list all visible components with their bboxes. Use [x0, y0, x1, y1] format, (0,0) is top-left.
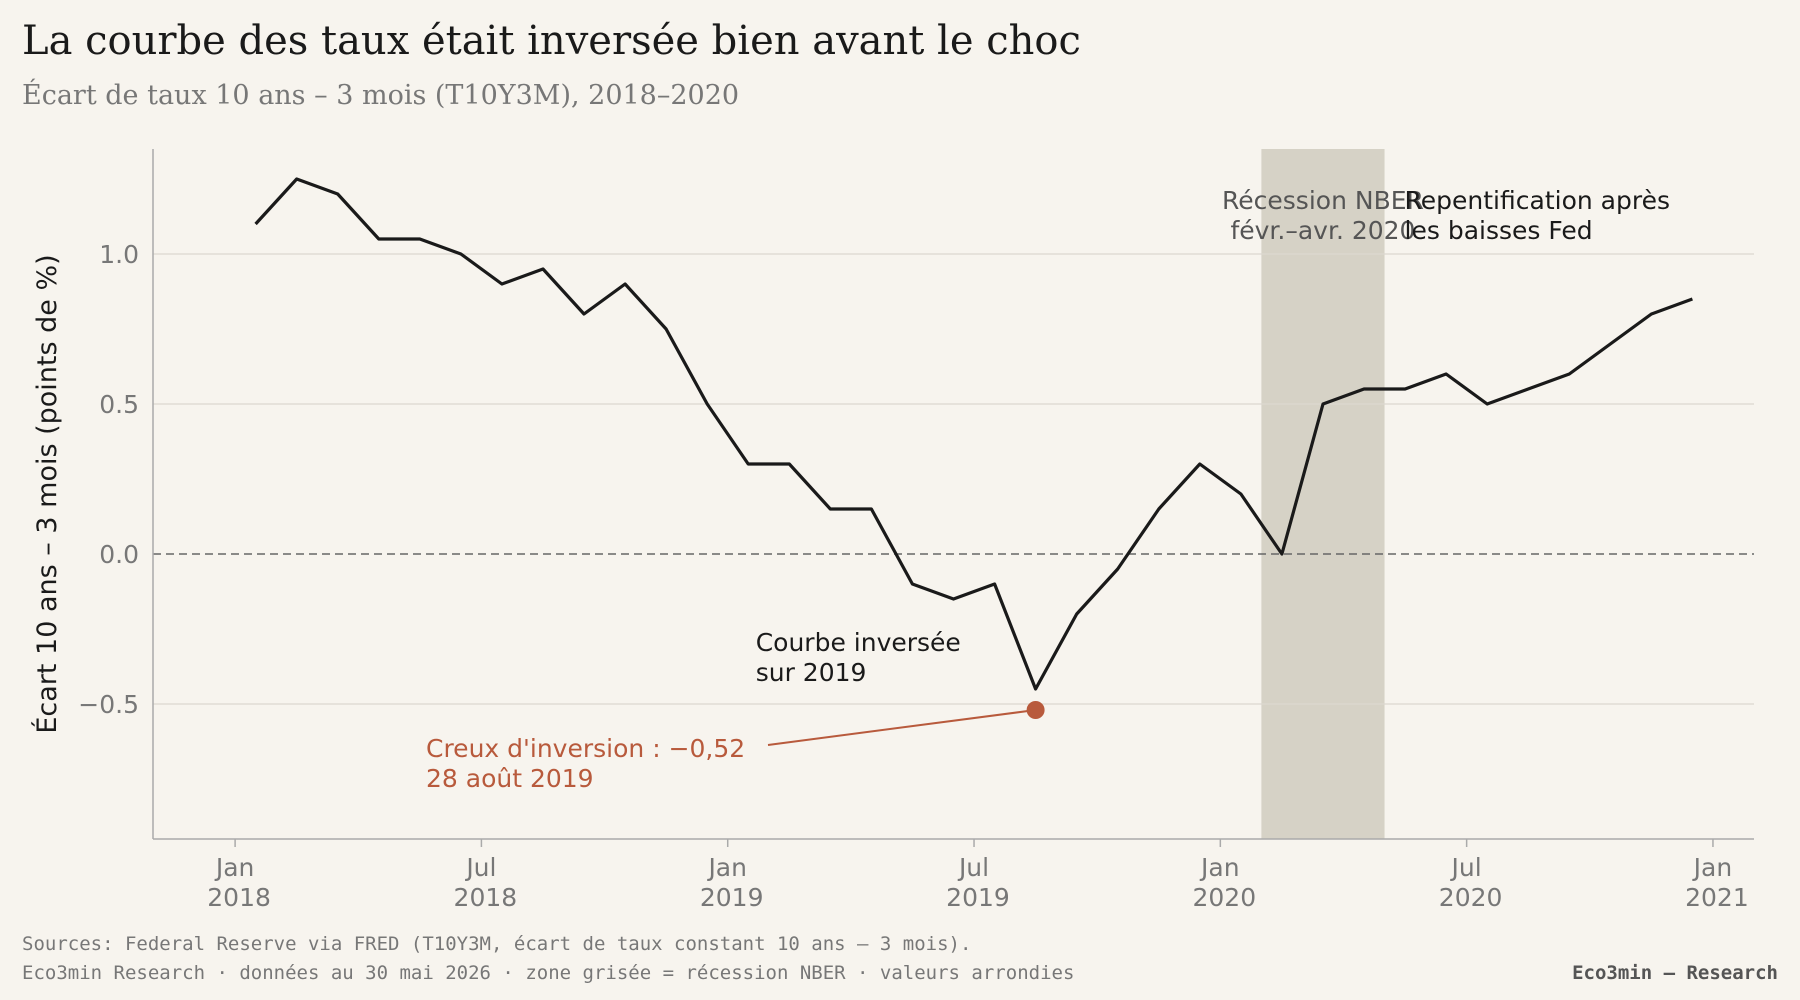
trough-point [1026, 701, 1045, 719]
series-line [254, 177, 1693, 691]
x-tick-label: Jan 2020 [1185, 853, 1257, 912]
y-tick-label: 1.0 [99, 240, 139, 269]
chart-subtitle: Écart de taux 10 ans – 3 mois (T10Y3M), … [22, 78, 739, 111]
recession-band [1261, 149, 1385, 839]
x-tick-label: Jan 2018 [199, 853, 271, 912]
annotation: sur 2019 [756, 658, 867, 687]
trough-label: Creux d'inversion : −0,52 [426, 734, 745, 763]
x-tick-label: Jul 2018 [446, 853, 518, 912]
y-axis-label: Écart 10 ans – 3 mois (points de %) [31, 254, 63, 733]
trough-leader [767, 709, 1036, 746]
annotation: Repentification après [1405, 186, 1670, 215]
brand: Eco3min — Research [1572, 962, 1778, 984]
footer-note: Eco3min Research · données au 30 mai 202… [22, 962, 1074, 984]
x-tick-label: Jan 2019 [692, 853, 764, 912]
footer-source: Sources: Federal Reserve via FRED (T10Y3… [22, 933, 971, 955]
y-tick-label: 0.5 [99, 390, 139, 419]
annotation: les baisses Fed [1405, 216, 1593, 245]
x-tick-label: Jul 2019 [938, 853, 1010, 912]
y-tick-label: −0.5 [78, 690, 139, 719]
annotation: Courbe inversée [756, 628, 961, 657]
x-tick-label: Jan 2021 [1677, 853, 1749, 912]
recession-label: Récession NBER [1222, 186, 1424, 215]
chart-title: La courbe des taux était inversée bien a… [22, 18, 1081, 64]
y-tick-label: 0.0 [99, 540, 139, 569]
trough-label: 28 août 2019 [426, 764, 594, 793]
x-tick-label: Jul 2020 [1431, 853, 1503, 912]
recession-label: févr.–avr. 2020 [1230, 216, 1415, 245]
